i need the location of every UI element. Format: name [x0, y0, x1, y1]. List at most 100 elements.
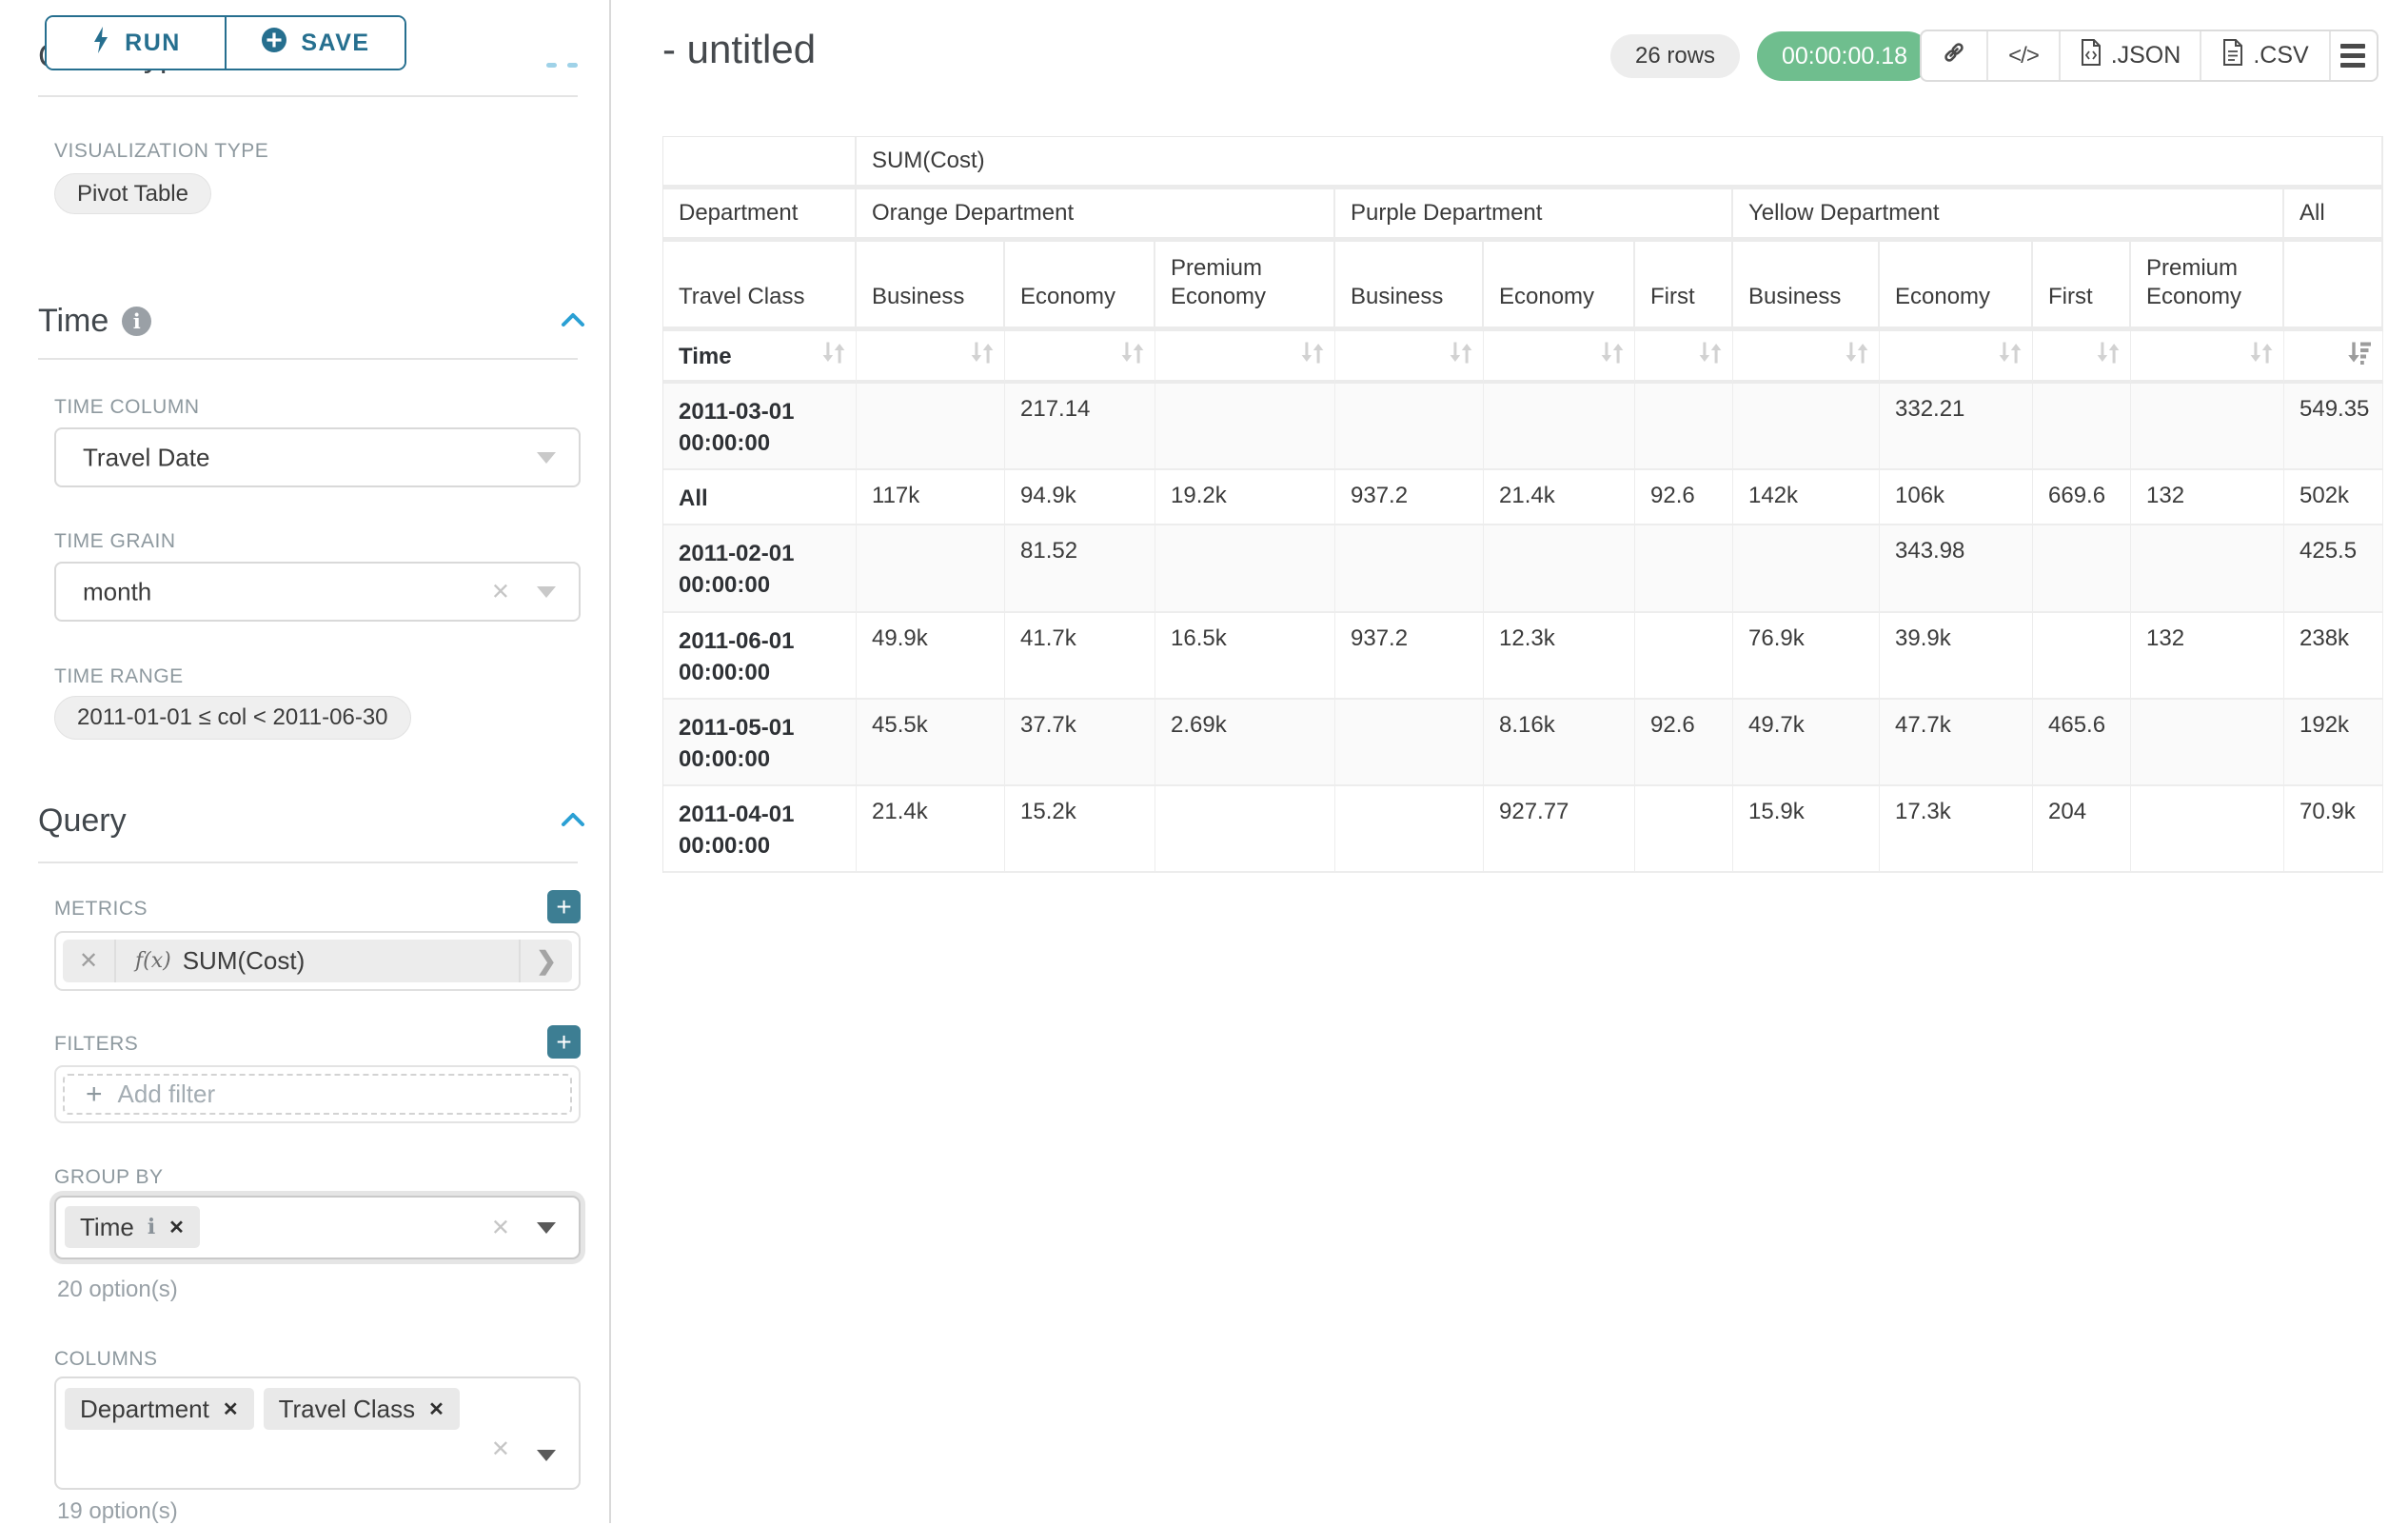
remove-metric-icon[interactable]: ✕ [63, 940, 116, 982]
value-cell: 81.52 [1005, 525, 1155, 613]
query-timer-badge: 00:00:00.18 [1757, 31, 1933, 81]
sort-icon [1301, 342, 1324, 363]
time-column-value: Travel Date [83, 443, 210, 471]
export-json-button[interactable]: .JSON [2059, 31, 2200, 80]
pivot-corner-cell [663, 137, 857, 189]
value-cell: 502k [2284, 470, 2384, 526]
plus-icon: + [556, 891, 572, 921]
chart-type-chevron-remnant-icon [546, 63, 557, 68]
add-filter-button[interactable]: + Add filter [63, 1074, 572, 1115]
lightning-icon [90, 26, 111, 61]
row-header-cell: 2011-05-01 00:00:00 [663, 699, 857, 786]
pivot-data-row: 2011-02-01 00:00:00 81.52 343.98 425.5 [663, 525, 2384, 613]
csv-file-icon [2221, 38, 2244, 73]
save-button[interactable]: SAVE [225, 17, 405, 69]
metric-name: SUM(Cost) [182, 946, 306, 975]
time-column-select[interactable]: Travel Date [54, 427, 581, 487]
info-icon: i [122, 307, 152, 336]
query-collapse-chevron-icon[interactable] [560, 810, 584, 827]
column-sort-cell[interactable] [1484, 331, 1635, 384]
time-sort-header-cell[interactable]: Time [663, 331, 857, 384]
embed-code-button[interactable]: </> [1986, 31, 2059, 80]
value-cell [1335, 384, 1484, 471]
column-sort-cell[interactable] [1005, 331, 1155, 384]
metric-pill[interactable]: ✕ f(x) SUM(Cost) ❯ [63, 940, 572, 982]
time-range-pill[interactable]: 2011-01-01 ≤ col < 2011-06-30 [54, 696, 411, 740]
clear-icon[interactable]: ✕ [490, 579, 510, 604]
sort-icon [822, 342, 845, 363]
pivot-data-row: 2011-06-01 00:00:00 49.9k 41.7k 16.5k 937.2 1… [663, 612, 2384, 700]
column-sort-cell[interactable] [857, 331, 1005, 384]
travel-class-header-cell: Business [857, 242, 1005, 331]
column-sort-cell[interactable] [1635, 331, 1733, 384]
time-column-label: TIME COLUMN [54, 396, 200, 418]
value-cell [2131, 699, 2284, 786]
run-button[interactable]: RUN [47, 17, 225, 69]
value-cell [1335, 785, 1484, 874]
department-group-cell: All [2284, 189, 2384, 242]
value-cell: 49.9k [857, 612, 1005, 700]
column-sort-cell[interactable] [1733, 331, 1880, 384]
value-cell [1155, 525, 1335, 613]
time-collapse-chevron-icon[interactable] [560, 310, 584, 327]
sort-icon [2250, 342, 2273, 363]
column-sort-cell[interactable] [1880, 331, 2033, 384]
group-by-select[interactable]: Time i ✕ ✕ [54, 1196, 581, 1259]
column-sort-cell[interactable] [2284, 331, 2384, 384]
remove-pill-icon[interactable]: ✕ [428, 1398, 444, 1420]
value-cell: 465.6 [2033, 699, 2131, 786]
column-sort-cell[interactable] [1155, 331, 1335, 384]
value-cell: 549.35 [2284, 384, 2384, 471]
add-filter-plus-button[interactable]: + [547, 1025, 581, 1059]
chevron-right-icon[interactable]: ❯ [536, 946, 557, 975]
travel-class-header-cell: Premium Economy [2131, 242, 2284, 331]
value-cell: 15.9k [1733, 785, 1880, 874]
column-sort-cell[interactable] [2131, 331, 2284, 384]
visualization-type-pill[interactable]: Pivot Table [54, 173, 211, 214]
metrics-label: METRICS [54, 898, 148, 920]
value-cell [2033, 384, 2131, 471]
visualization-type-label: VISUALIZATION TYPE [54, 140, 269, 162]
value-cell [2131, 384, 2284, 471]
copy-link-button[interactable] [1922, 31, 1986, 80]
add-metric-button[interactable]: + [547, 890, 581, 923]
value-cell [1484, 384, 1635, 471]
clear-icon[interactable]: ✕ [490, 1436, 510, 1462]
group-by-options-count: 20 option(s) [57, 1277, 178, 1302]
value-cell: 70.9k [2284, 785, 2384, 874]
time-grain-select[interactable]: month ✕ [54, 562, 581, 622]
sort-icon [1450, 342, 1472, 363]
value-cell: 12.3k [1484, 612, 1635, 700]
columns-pill-department[interactable]: Department ✕ [65, 1388, 254, 1430]
travel-class-header-cell: Economy [1484, 242, 1635, 331]
value-cell: 2.69k [1155, 699, 1335, 786]
remove-pill-icon[interactable]: ✕ [168, 1217, 185, 1238]
section-divider [38, 862, 578, 863]
value-cell: 92.6 [1635, 699, 1733, 786]
caret-down-icon[interactable] [537, 1221, 556, 1234]
value-cell: 15.2k [1005, 785, 1155, 874]
group-by-pill-time[interactable]: Time i ✕ [65, 1206, 200, 1248]
clear-icon[interactable]: ✕ [490, 1215, 510, 1240]
column-sort-cell[interactable] [1335, 331, 1484, 384]
value-cell [2131, 785, 2284, 874]
travel-class-header-cell: Economy [1005, 242, 1155, 331]
column-sort-cell[interactable] [2033, 331, 2131, 384]
time-grain-value: month [83, 577, 152, 605]
caret-down-icon[interactable] [537, 1450, 556, 1461]
columns-select[interactable]: Department ✕ Travel Class ✕ ✕ [54, 1376, 581, 1490]
menu-button[interactable] [2329, 31, 2375, 80]
travel-class-header-cell: Premium Economy [1155, 242, 1335, 331]
export-csv-button[interactable]: .CSV [2200, 31, 2329, 80]
remove-pill-icon[interactable]: ✕ [222, 1398, 239, 1420]
value-cell: 669.6 [2033, 470, 2131, 526]
time-range-label: TIME RANGE [54, 665, 184, 687]
value-cell: 92.6 [1635, 470, 1733, 526]
columns-pill-travel-class[interactable]: Travel Class ✕ [263, 1388, 460, 1430]
value-cell: 8.16k [1484, 699, 1635, 786]
pivot-table-container: SUM(Cost) Department Orange Department Purp… [662, 136, 2384, 874]
chart-type-chevron-remnant-icon [567, 63, 578, 68]
value-cell [1635, 612, 1733, 700]
value-cell: 37.7k [1005, 699, 1155, 786]
query-section-heading: Query [38, 802, 127, 839]
